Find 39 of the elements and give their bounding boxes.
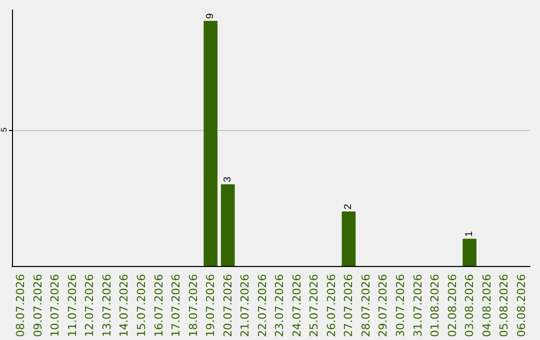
bar bbox=[462, 238, 476, 266]
x-tick-label: 02.08.2026 bbox=[446, 274, 459, 338]
x-tick-label: 26.07.2026 bbox=[324, 274, 338, 338]
x-tick-label: 05.08.2026 bbox=[498, 274, 511, 338]
x-tick-label: 13.07.2026 bbox=[100, 274, 114, 338]
data-label: 9 bbox=[205, 12, 216, 19]
x-tick-label: 19.07.2026 bbox=[204, 274, 218, 338]
bar bbox=[204, 20, 218, 266]
x-tick-label: 04.08.2026 bbox=[480, 274, 494, 338]
x-tick-label: 01.08.2026 bbox=[428, 274, 442, 338]
x-tick-label: 06.08.2026 bbox=[514, 274, 528, 338]
x-tick-label: 14.07.2026 bbox=[118, 274, 131, 338]
x-tick-label: 15.07.2026 bbox=[135, 274, 148, 338]
x-tick-label: 09.07.2026 bbox=[31, 274, 44, 338]
data-label: 1 bbox=[464, 230, 476, 237]
x-tick-label: 17.07.2026 bbox=[170, 274, 183, 338]
x-tick-label: 25.07.2026 bbox=[308, 274, 321, 338]
x-tick-label: 27.07.2026 bbox=[342, 274, 356, 338]
x-tick-label: 31.07.2026 bbox=[411, 274, 424, 338]
y-tick-label: 5 bbox=[0, 127, 8, 132]
x-tick-label: 16.07.2026 bbox=[152, 274, 166, 338]
data-label: 3 bbox=[222, 176, 234, 182]
x-tick-label: 10.07.2026 bbox=[48, 274, 62, 338]
x-tick-label: 08.07.2026 bbox=[14, 274, 28, 338]
data-label: 2 bbox=[343, 204, 354, 210]
x-tick-label: 21.07.2026 bbox=[238, 274, 252, 338]
bar bbox=[220, 184, 235, 266]
x-tick-label: 03.08.2026 bbox=[463, 274, 476, 338]
x-tick-label: 29.07.2026 bbox=[376, 274, 390, 338]
x-tick-label: 22.07.2026 bbox=[256, 274, 269, 338]
x-tick-label: 23.07.2026 bbox=[273, 274, 286, 338]
x-tick-label: 11.07.2026 bbox=[66, 274, 79, 338]
x-tick-label: 12.07.2026 bbox=[83, 274, 96, 338]
x-tick-label: 20.07.2026 bbox=[221, 274, 234, 338]
x-tick-label: 18.07.2026 bbox=[186, 274, 200, 338]
bar bbox=[342, 212, 356, 266]
x-tick-label: 30.07.2026 bbox=[394, 274, 407, 338]
x-tick-label: 28.07.2026 bbox=[359, 274, 372, 338]
x-tick-label: 24.07.2026 bbox=[290, 274, 304, 338]
